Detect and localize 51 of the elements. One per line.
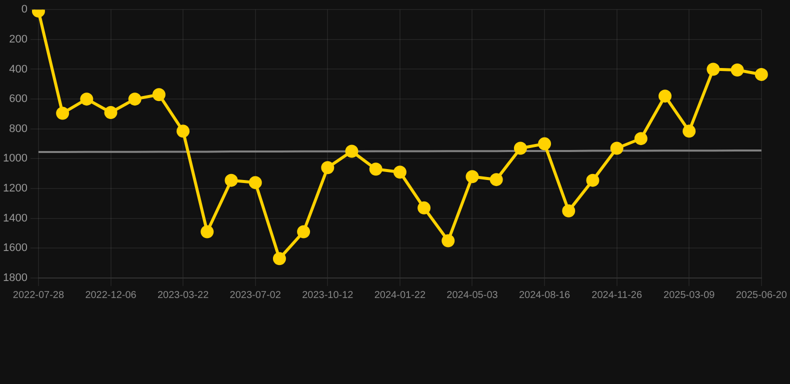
point [634, 132, 648, 146]
y-tick-label: 1000 [2, 152, 28, 165]
point [538, 137, 552, 150]
point [224, 174, 238, 187]
point [176, 124, 190, 138]
point [128, 92, 142, 106]
point [442, 234, 455, 248]
x-tick-label: 2025-03-09 [664, 290, 716, 301]
x-tick-label: 2024-08-16 [518, 290, 571, 301]
point [369, 162, 382, 176]
point [490, 173, 503, 186]
x-tick-label: 2022-07-28 [12, 290, 64, 301]
y-tick-label: 1200 [2, 182, 28, 195]
x-tick-label: 2023-07-02 [230, 290, 282, 301]
point [80, 92, 94, 106]
x-tick-label: 2024-11-26 [592, 290, 642, 301]
point [586, 174, 600, 187]
y-tick-label: 800 [9, 122, 28, 135]
point [730, 63, 744, 76]
point [514, 142, 527, 155]
y-tick-label: 1400 [2, 212, 28, 224]
point [104, 106, 118, 119]
y-tick-label: 400 [9, 63, 28, 76]
x-tick-label: 2022-12-06 [85, 290, 137, 301]
point [418, 201, 431, 214]
point [658, 90, 672, 103]
x-tick-label: 2024-05-03 [446, 290, 498, 301]
point [152, 88, 166, 102]
point [56, 106, 70, 120]
point [272, 252, 286, 266]
x-tick-label: 2024-01-22 [374, 290, 426, 301]
x-tick-label: 2025-06-20 [736, 290, 788, 301]
point [562, 204, 576, 218]
y-tick-label: 0 [21, 4, 28, 16]
point [321, 161, 334, 174]
x-tick-label: 2023-10-12 [302, 290, 354, 301]
point [754, 68, 768, 81]
point [248, 176, 262, 190]
point [393, 166, 406, 179]
x-tick-label: 2023-03-22 [157, 290, 210, 301]
point [345, 144, 358, 158]
point [466, 170, 479, 184]
y-tick-label: 200 [9, 33, 28, 46]
y-tick-label: 1600 [2, 242, 28, 254]
y-tick-label: 1800 [2, 272, 28, 284]
point [706, 62, 720, 76]
point [682, 124, 696, 138]
point [200, 225, 214, 238]
point [297, 225, 310, 238]
y-tick-label: 600 [9, 93, 28, 106]
point [610, 142, 624, 155]
